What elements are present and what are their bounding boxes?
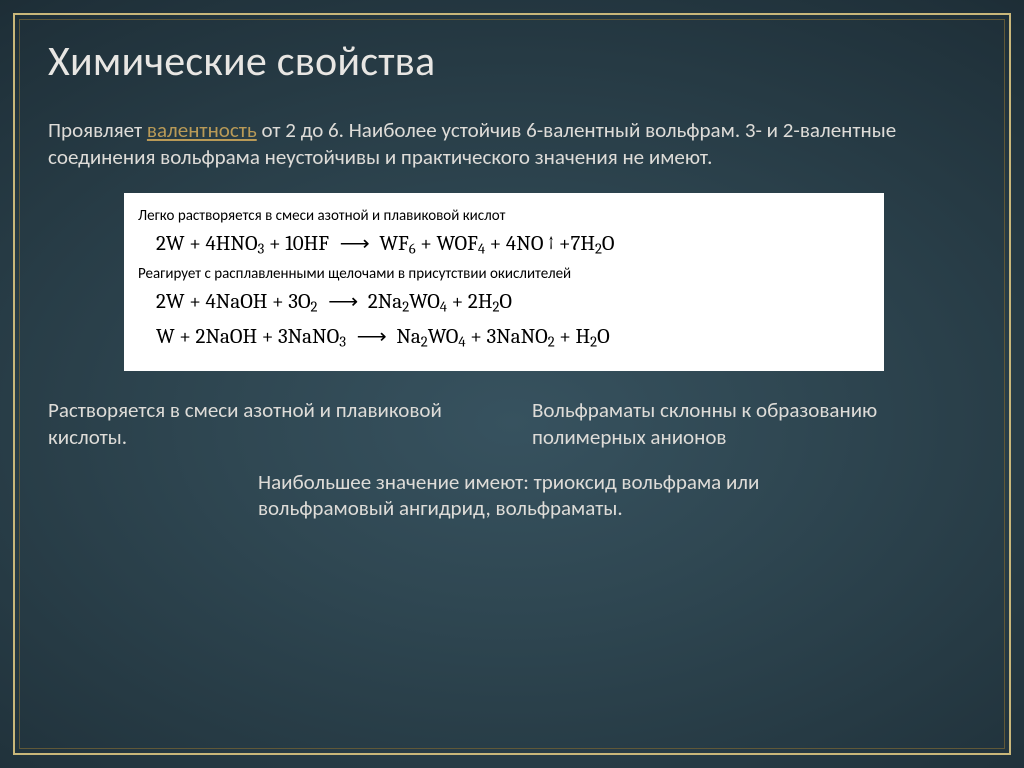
- reaction-caption-2: Реагирует с расплавленными щелочами в пр…: [138, 265, 870, 283]
- slide-content: Химические свойства Проявляет валентност…: [0, 0, 1024, 768]
- reactions-box: Легко растворяется в смеси азотной и пла…: [124, 193, 884, 371]
- reaction-equation-1: 2W + 4HNO3 + 10HF ⟶ WF6 + WOF4 + 4NO ↑ +…: [156, 231, 870, 258]
- intro-paragraph: Проявляет валентность от 2 до 6. Наиболе…: [48, 117, 976, 171]
- reaction-caption-1: Легко растворяется в смеси азотной и пла…: [138, 207, 870, 225]
- intro-pre: Проявляет: [48, 117, 147, 143]
- reaction-equation-3: W + 2NaOH + 3NaNO3 ⟶ Na2WO4 + 3NaNO2 + H…: [156, 324, 870, 351]
- valency-link[interactable]: валентность: [147, 117, 257, 143]
- slide: Химические свойства Проявляет валентност…: [0, 0, 1024, 768]
- column-left: Растворяется в смеси азотной и плавиково…: [48, 397, 492, 451]
- para-dissolves: Растворяется в смеси азотной и плавиково…: [48, 397, 492, 451]
- two-column-row: Растворяется в смеси азотной и плавиково…: [48, 397, 976, 451]
- para-tungstates: Вольфраматы склонны к образованию полиме…: [532, 397, 976, 451]
- column-right: Вольфраматы склонны к образованию полиме…: [532, 397, 976, 451]
- slide-title: Химические свойства: [48, 36, 976, 87]
- para-bottom: Наибольшее значение имеют: триоксид воль…: [258, 469, 878, 523]
- reaction-equation-2: 2W + 4NaOH + 3O2 ⟶ 2Na2WO4 + 2H2O: [156, 289, 870, 316]
